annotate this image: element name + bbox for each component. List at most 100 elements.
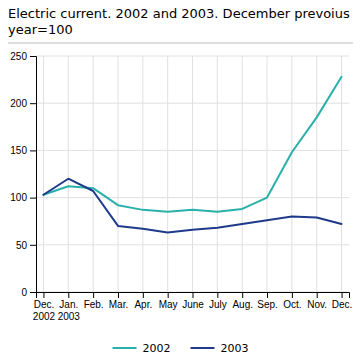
x-tick-label: May [159, 299, 178, 310]
x-tick: Feb. [84, 292, 104, 310]
x-tick-label-line: Dec. [34, 299, 55, 310]
y-tick-mark [30, 150, 36, 151]
series-group [43, 77, 341, 233]
x-tick-label: Feb. [84, 299, 104, 310]
y-tick: 0 [21, 287, 36, 298]
x-tick-label-line: Jan. [59, 299, 78, 310]
grid-line-x [291, 56, 292, 292]
x-tick-label-line: Mar. [109, 299, 128, 310]
legend: 2002 2003 [113, 342, 249, 355]
x-tick-label: July [209, 299, 227, 310]
grid-line-x [192, 56, 193, 292]
x-tick-mark [217, 292, 218, 298]
y-tick: 50 [16, 240, 36, 251]
grid-line-x [316, 56, 317, 292]
title-rule [8, 43, 353, 44]
y-tick-label: 150 [10, 145, 27, 156]
grid-line-x [267, 56, 268, 292]
y-tick-mark [30, 198, 36, 199]
x-tick-label-line: May [159, 299, 178, 310]
x-tick: Oct. [283, 292, 301, 310]
y-tick-mark [30, 245, 36, 246]
x-tick-label: June [182, 299, 204, 310]
grid-line-x [117, 56, 118, 292]
x-tick-mark [267, 292, 268, 298]
y-axis-line [30, 57, 37, 293]
x-tick-label-line: Feb. [84, 299, 104, 310]
plot: Dec.2002Jan.2003Feb.Mar.Apr.MayJuneJulyA… [10, 51, 352, 322]
x-tick-label: Nov. [307, 299, 327, 310]
x-tick-label-line: June [182, 299, 204, 310]
x-tick: July [209, 292, 227, 310]
x-tick-label-line: Nov. [307, 299, 327, 310]
y-tick-label: 100 [10, 192, 27, 203]
x-tick-mark [317, 292, 318, 298]
x-tick-mark [143, 292, 144, 298]
x-tick-label-line: 2002 [33, 311, 56, 322]
x-tick: Dec.2002 [33, 292, 56, 322]
y-tick: 100 [10, 192, 36, 203]
grid-line-x [242, 56, 243, 292]
y-tick-label: 200 [10, 98, 27, 109]
title: Electric current. 2002 and 2003. Decembe… [8, 6, 350, 21]
x-tick: Jan.2003 [58, 292, 81, 322]
grid-line-x [217, 56, 218, 292]
y-tick-mark [30, 103, 36, 104]
legend-item: 2002 [113, 342, 171, 355]
series-line [43, 77, 341, 212]
x-tick-mark [43, 292, 44, 298]
x-tick-label-line: July [209, 299, 227, 310]
y-tick: 250 [10, 51, 36, 62]
x-tick: Sep. [257, 292, 278, 310]
x-axis-line [37, 293, 350, 299]
x-tick: May [159, 292, 178, 310]
grid-line-x [68, 56, 69, 292]
x-tick-label: Jan.2003 [58, 299, 81, 322]
grid-line-x [341, 56, 342, 292]
y-tick-label: 0 [21, 287, 27, 298]
x-tick-mark [342, 292, 343, 298]
x-tick-label: Sep. [257, 299, 278, 310]
grid [36, 56, 349, 292]
x-tick: Mar. [109, 292, 128, 310]
y-tick-mark [30, 56, 36, 57]
grid-line-x [43, 56, 44, 292]
grid-line-x [93, 56, 94, 292]
y-tick-label: 50 [16, 240, 28, 251]
x-tick-mark [292, 292, 293, 298]
x-tick: Aug. [232, 292, 253, 310]
grid-line-x [142, 56, 143, 292]
x-tick-mark [242, 292, 243, 298]
y-tick: 200 [10, 98, 36, 109]
x-tick: Nov. [307, 292, 327, 310]
x-tick-label-line: Sep. [257, 299, 278, 310]
x-tick-mark [68, 292, 69, 298]
x-tick-mark [93, 292, 94, 298]
x-tick-label: Oct. [283, 299, 301, 310]
x-tick-label-line: Oct. [283, 299, 301, 310]
x-tick-label: Apr. [134, 299, 152, 310]
x-tick-label-line: Dec. [332, 299, 353, 310]
x-tick-label-line: Apr. [134, 299, 152, 310]
x-tick-label: Dec.2002 [33, 299, 56, 322]
legend-label: 2002 [143, 342, 171, 355]
x-tick: June [182, 292, 204, 310]
legend-item: 2003 [191, 342, 249, 355]
series-line [43, 179, 341, 233]
legend-swatch [191, 347, 215, 349]
x-axis: Dec.2002Jan.2003Feb.Mar.Apr.MayJuneJulyA… [33, 292, 353, 322]
y-tick: 150 [10, 145, 36, 156]
subtitle: year=100 [8, 22, 73, 37]
y-axis: 0 50 100 150 200 250 [10, 51, 36, 298]
x-tick-label: Aug. [232, 299, 253, 310]
y-tick-label: 250 [10, 51, 27, 62]
y-tick-mark [30, 292, 36, 293]
x-tick-mark [193, 292, 194, 298]
x-tick-label: Dec. [332, 299, 353, 310]
x-tick-label: Mar. [109, 299, 128, 310]
x-tick-label-line: 2003 [58, 311, 81, 322]
x-tick-label-line: Aug. [232, 299, 253, 310]
x-tick: Dec. [332, 292, 353, 310]
x-tick-mark [168, 292, 169, 298]
chart: Electric current. 2002 and 2003. Decembe… [0, 0, 361, 360]
